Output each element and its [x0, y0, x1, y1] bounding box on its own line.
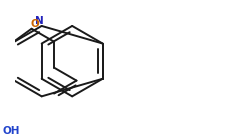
- Text: O: O: [31, 19, 40, 29]
- Text: N: N: [36, 16, 44, 26]
- Text: OH: OH: [2, 126, 20, 136]
